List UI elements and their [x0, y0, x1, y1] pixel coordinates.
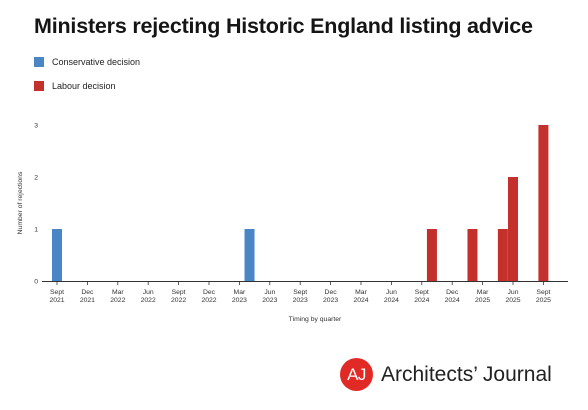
x-tick-label-month: Jun [508, 289, 519, 296]
x-tick-label-month: Dec [203, 289, 216, 296]
bar-labour [497, 229, 508, 281]
legend-item-conservative: Conservative decision [34, 55, 140, 69]
x-axis-title: Timing by quarter [289, 316, 342, 323]
legend-swatch-labour [34, 81, 44, 91]
bar-labour [426, 229, 437, 281]
x-tick-label-year: 2023 [232, 297, 247, 304]
x-tick-label-year: 2025 [505, 297, 520, 304]
y-axis-title: Number of rejections [17, 171, 24, 234]
x-tick-label-year: 2022 [141, 297, 156, 304]
x-tick-label-year: 2025 [475, 297, 490, 304]
y-tick-label: 2 [34, 175, 38, 182]
bar-conservative [52, 229, 62, 281]
aj-logo-circle: AJ [340, 358, 373, 391]
x-tick-label-year: 2022 [110, 297, 125, 304]
x-tick-label-year: 2023 [323, 297, 338, 304]
y-tick-label: 1 [34, 227, 38, 234]
x-tick-label-year: 2021 [80, 297, 95, 304]
bar-labour [467, 229, 478, 281]
x-tick-label-year: 2023 [262, 297, 277, 304]
x-tick-label-month: Sept [536, 289, 550, 296]
x-tick-label-month: Jun [143, 289, 154, 296]
bar-labour [538, 125, 549, 281]
aj-logo-wordmark: Architects’ Journal [381, 362, 552, 386]
x-tick-label-year: 2024 [353, 297, 368, 304]
x-tick-label-month: Mar [112, 289, 124, 296]
chart-title: Ministers rejecting Historic England lis… [34, 14, 533, 38]
legend-swatch-conservative [34, 57, 44, 67]
legend-label-conservative: Conservative decision [52, 57, 141, 67]
x-tick-label-year: 2024 [414, 297, 429, 304]
x-tick-label-month: Jun [264, 289, 275, 296]
y-tick-label: 0 [34, 279, 38, 286]
x-tick-label-month: Sept [293, 289, 307, 296]
legend-item-labour: Labour decision [34, 79, 140, 93]
x-tick-label-month: Mar [355, 289, 367, 296]
legend-label-labour: Labour decision [52, 81, 116, 91]
x-tick-label-year: 2024 [384, 297, 399, 304]
chart-legend: Conservative decision Labour decision [34, 55, 140, 103]
bar-conservative [244, 229, 255, 281]
y-tick-label: 3 [34, 123, 38, 130]
x-tick-label-year: 2025 [536, 297, 551, 304]
x-tick-label-month: Jun [386, 289, 397, 296]
x-tick-label-month: Sept [415, 289, 429, 296]
x-tick-label-month: Mar [477, 289, 489, 296]
x-tick-label-month: Sept [50, 289, 64, 296]
x-tick-label-year: 2022 [171, 297, 186, 304]
x-tick-label-month: Dec [446, 289, 459, 296]
x-tick-label-year: 2021 [49, 297, 64, 304]
bar-labour [508, 177, 518, 281]
x-tick-label-month: Sept [172, 289, 186, 296]
aj-logo[interactable]: AJ Architects’ Journal [340, 358, 552, 391]
x-tick-label-month: Mar [234, 289, 246, 296]
x-tick-label-year: 2023 [293, 297, 308, 304]
x-tick-label-month: Dec [325, 289, 338, 296]
x-tick-label-month: Dec [81, 289, 94, 296]
x-tick-label-year: 2022 [201, 297, 216, 304]
x-tick-label-year: 2024 [445, 297, 460, 304]
